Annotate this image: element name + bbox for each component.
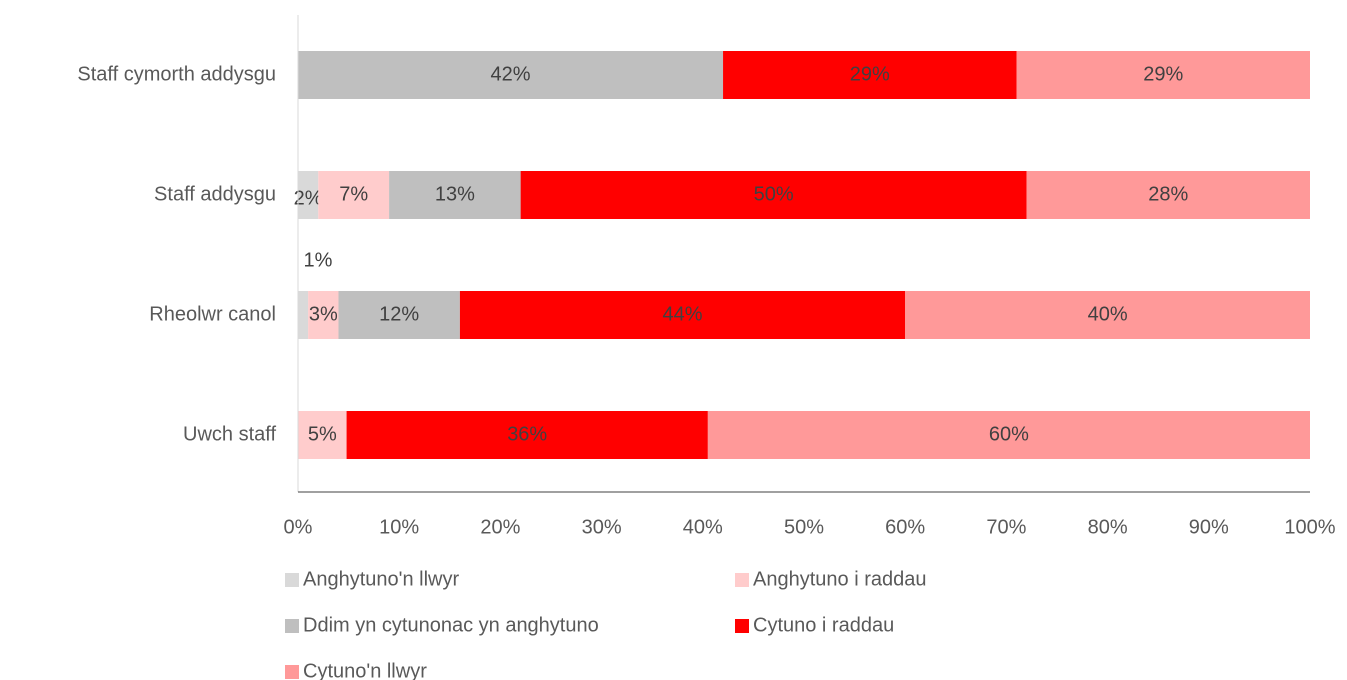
y-tick-label: Uwch staff (183, 423, 276, 445)
x-tick-label: 30% (582, 516, 622, 538)
bar-segment (298, 411, 347, 459)
legend-marker (735, 573, 749, 587)
x-tick-label: 40% (683, 516, 723, 538)
data-label: 2% (294, 187, 323, 209)
x-tick-label: 80% (1088, 516, 1128, 538)
data-label: 3% (309, 303, 338, 325)
legend-marker (285, 665, 299, 679)
bar-segment (346, 411, 708, 459)
bar-segment (520, 171, 1027, 219)
legend-label: Anghytuno i raddau (753, 568, 926, 590)
legend-marker (285, 573, 299, 587)
data-label: 50% (754, 183, 794, 205)
y-tick-label: Staff addysgu (154, 183, 276, 205)
data-label: 28% (1148, 183, 1188, 205)
legend-label: Cytuno'n llwyr (303, 660, 427, 680)
data-label: 12% (379, 303, 419, 325)
legend-label: Anghytuno'n llwyr (303, 568, 459, 590)
bar-segment (308, 291, 339, 339)
y-tick-label: Rheolwr canol (149, 303, 276, 325)
legend-label: Cytuno i raddau (753, 614, 894, 636)
legend-marker (285, 619, 299, 633)
data-label: 5% (308, 423, 337, 445)
x-tick-label: 70% (986, 516, 1026, 538)
data-label: 7% (339, 183, 368, 205)
data-label: 42% (491, 63, 531, 85)
data-label: 40% (1088, 303, 1128, 325)
x-tick-label: 90% (1189, 516, 1229, 538)
bar-segment (707, 411, 1310, 459)
bar-segment (298, 171, 319, 219)
y-tick-label: Staff cymorth addysgu (77, 63, 276, 85)
bar-segment (1026, 171, 1310, 219)
data-label: 1% (304, 249, 333, 271)
bar-segment (1016, 51, 1310, 99)
x-tick-label: 20% (480, 516, 520, 538)
bar-segment (298, 291, 309, 339)
bar-segment (459, 291, 906, 339)
x-tick-label: 60% (885, 516, 925, 538)
data-label: 29% (850, 63, 890, 85)
bar-segment (318, 171, 390, 219)
data-label: 44% (663, 303, 703, 325)
bar-segment (723, 51, 1017, 99)
x-tick-label: 100% (1284, 516, 1335, 538)
data-label: 29% (1143, 63, 1183, 85)
bar-segment (298, 51, 724, 99)
bar-segment (338, 291, 460, 339)
x-tick-label: 10% (379, 516, 419, 538)
x-tick-label: 50% (784, 516, 824, 538)
bar-segment (905, 291, 1310, 339)
legend-marker (735, 619, 749, 633)
data-label: 60% (989, 423, 1029, 445)
x-tick-label: 0% (284, 516, 313, 538)
legend-label: Ddim yn cytunonac yn anghytuno (303, 614, 599, 636)
bar-segment (389, 171, 521, 219)
data-label: 36% (507, 423, 547, 445)
data-label: 13% (435, 183, 475, 205)
